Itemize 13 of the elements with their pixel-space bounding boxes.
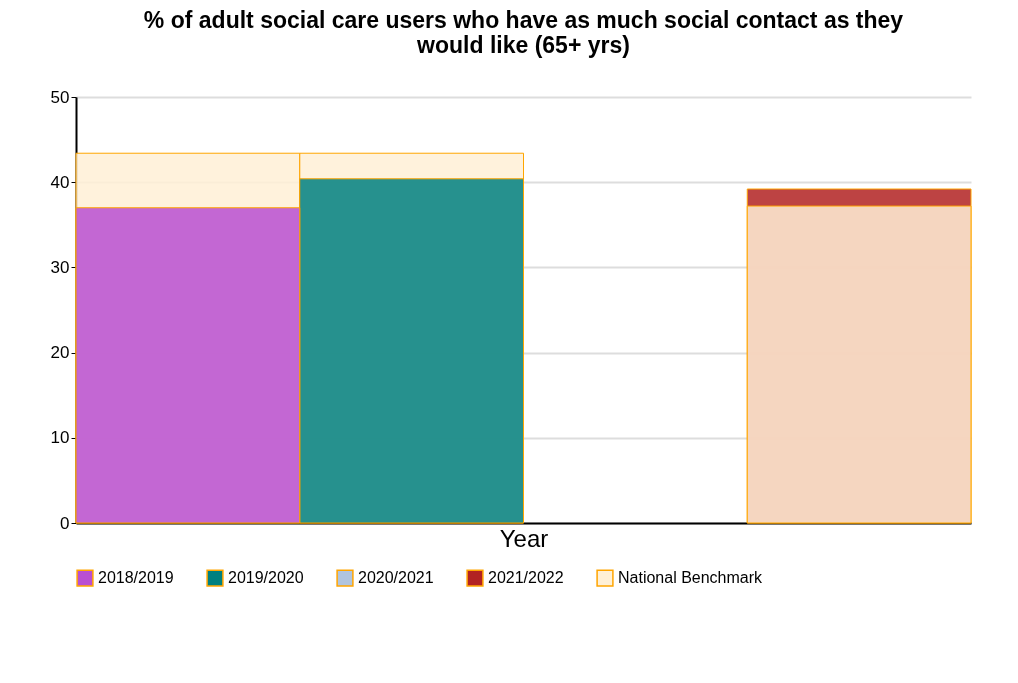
legend-label: 2021/2022 — [488, 569, 564, 587]
legend-label: 2018/2019 — [98, 569, 174, 587]
legend-label: 2020/2021 — [358, 569, 434, 587]
legend-label: 2019/2020 — [228, 569, 304, 587]
y-tick-label: 10 — [50, 428, 70, 448]
y-tick-label: 20 — [50, 343, 70, 363]
chart-title: % of adult social care users who have as much social contact as they would like (65+ yrs) — [143, 7, 904, 58]
y-tick-label: 50 — [50, 87, 70, 107]
x-axis-title: Year — [499, 524, 549, 552]
y-tick-label: 30 — [50, 257, 70, 277]
legend-label: National Benchmark — [618, 569, 764, 587]
y-tick-label: 40 — [50, 172, 70, 192]
y-tick-label: 0 — [60, 513, 70, 533]
